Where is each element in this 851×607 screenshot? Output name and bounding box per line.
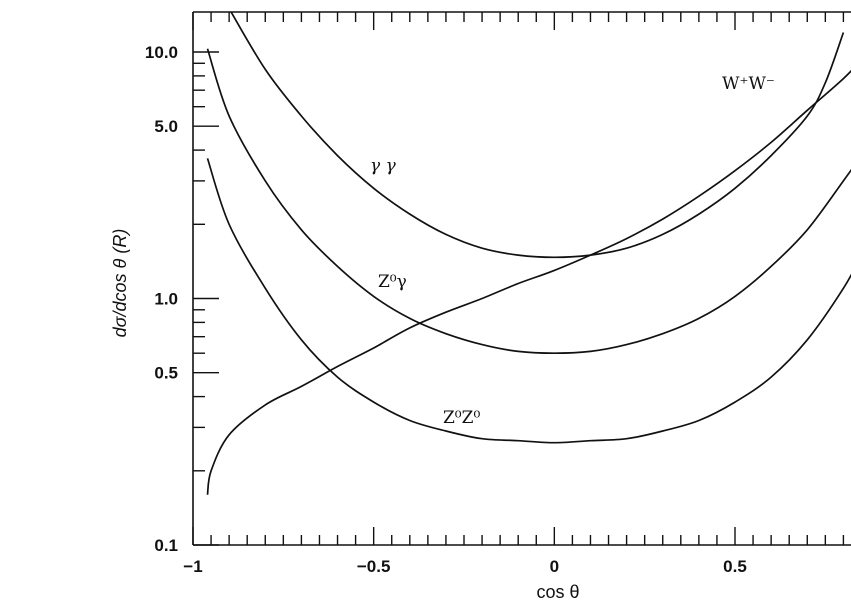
x-axis-title: cos θ (536, 582, 579, 602)
label-z-gamma: Z⁰γ (378, 272, 407, 292)
x-tick-label: −0.5 (357, 557, 391, 576)
y-tick-label: 0.1 (154, 536, 178, 555)
y-tick-label: 1.0 (154, 290, 178, 309)
series-z-z (206, 158, 851, 444)
y-tick-label: 5.0 (154, 117, 178, 136)
series-z-gamma (206, 48, 851, 355)
y-tick-label: 0.5 (154, 364, 178, 383)
x-tick-label: −1 (183, 557, 202, 576)
label-gamma-gamma: γ γ (370, 156, 397, 176)
axis-ticks (192, 12, 845, 546)
series-gamma-gamma (230, 12, 845, 259)
axis-tick-labels: 0.1 0.5 1.0 5.0 10.0 −1 −0.5 0 0.5 (145, 43, 747, 576)
chart-series (206, 12, 851, 495)
x-tick-label: 0 (550, 557, 559, 576)
y-axis-title: dσ/dcos θ (R) (110, 229, 130, 338)
y-tick-label: 10.0 (145, 43, 178, 62)
series-ww (206, 69, 851, 495)
x-tick-label: 0.5 (723, 557, 747, 576)
plot-area (192, 11, 851, 546)
label-ww: W⁺W⁻ (722, 74, 775, 94)
label-z-z: Z⁰Z⁰ (443, 408, 480, 428)
